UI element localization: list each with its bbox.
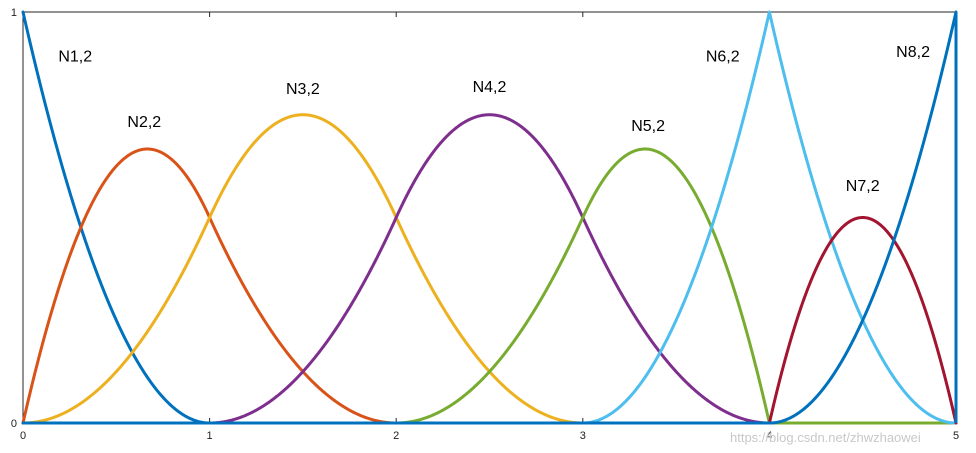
curve-label-n6-2: N6,2 [706, 48, 740, 65]
curve-label-n2-2: N2,2 [127, 114, 161, 131]
curve-label-n8-2: N8,2 [896, 44, 930, 61]
y-tick-label: 0 [11, 418, 17, 430]
curves [21, 10, 958, 425]
curve-label-n4-2: N4,2 [473, 79, 507, 96]
curve-labels: N1,2 N2,2 N3,2 N4,2 N5,2 N6,2 N7,2 N8,2 [58, 44, 930, 195]
series-line-n8-2 [21, 10, 958, 425]
x-tick-label: 5 [953, 430, 959, 442]
curve-label-n1-2: N1,2 [58, 48, 92, 65]
curve-label-n3-2: N3,2 [286, 81, 320, 98]
watermark: https://blog.csdn.net/zhwzhaowei [730, 430, 921, 445]
y-tick-label: 1 [11, 7, 17, 19]
x-tick-label: 0 [20, 430, 26, 442]
curve-label-n5-2: N5,2 [631, 118, 665, 135]
curve-label-n7-2: N7,2 [846, 178, 880, 195]
x-tick-label: 1 [207, 430, 213, 442]
x-tick-label: 4 [766, 430, 772, 442]
x-tick-label: 2 [393, 430, 399, 442]
x-tick-label: 3 [580, 430, 586, 442]
